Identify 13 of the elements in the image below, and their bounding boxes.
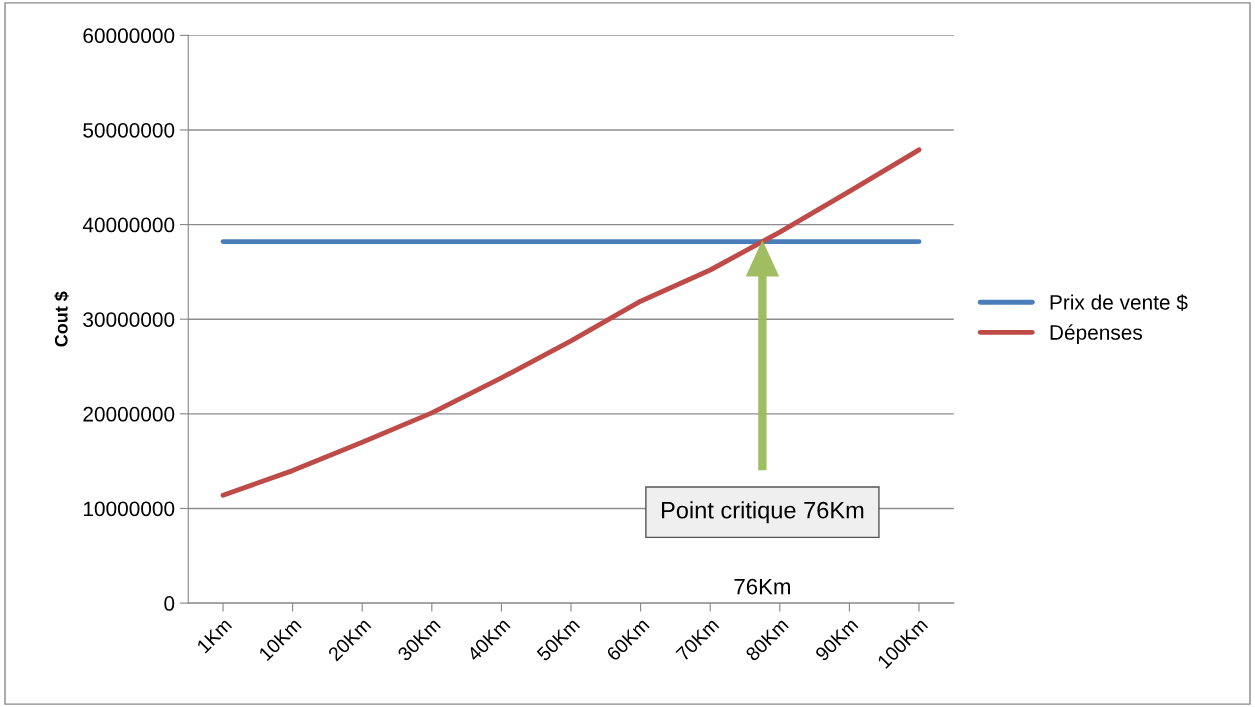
y-tick-label: 10000000 <box>83 501 175 517</box>
line-series <box>220 147 922 498</box>
annotation: 76Km <box>734 578 790 595</box>
y-tick-label: 60000000 <box>83 28 175 44</box>
legend-label: Prix de vente $ <box>1050 294 1188 311</box>
y-tick-label: 30000000 <box>83 312 175 327</box>
y-tick-label: 20000000 <box>83 406 175 422</box>
y-tick-label: 40000000 <box>82 217 175 233</box>
y-axis-title: Cout $ <box>54 291 69 347</box>
y-tick-label: 50000000 <box>83 122 175 138</box>
annotation: Point critique 76Km <box>661 501 864 524</box>
y-tick-label: 0 <box>164 596 175 611</box>
legend-label: Dépenses <box>1050 324 1143 344</box>
